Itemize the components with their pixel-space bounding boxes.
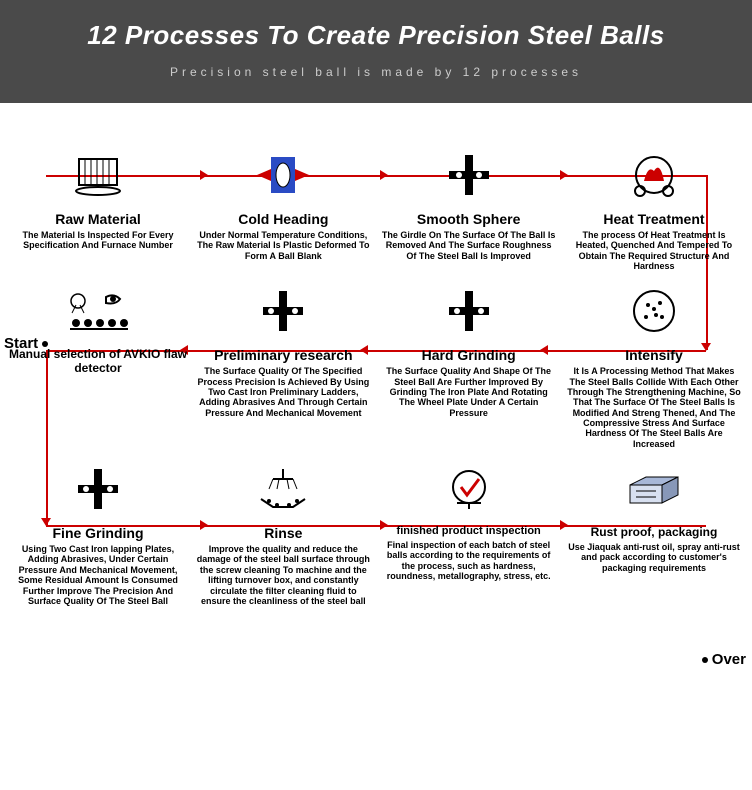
inspection-icon <box>379 457 559 521</box>
step-title: finished product inspection <box>379 525 559 537</box>
step-cold-heading: Cold Heading Under Normal Temperature Co… <box>193 143 373 271</box>
row-2: Manual selection of AVKIO flaw detector … <box>8 279 744 449</box>
step-desc: The Surface Quality Of The Specified Pro… <box>193 366 373 418</box>
flaw-detector-icon <box>8 279 188 343</box>
step-preliminary-research: Preliminary research The Surface Quality… <box>193 279 373 449</box>
row-1: Raw Material The Material Is Inspected F… <box>8 143 744 271</box>
step-packaging: Rust proof, packaging Use Jiaquak anti-r… <box>564 457 744 606</box>
grinding-icon <box>379 279 559 343</box>
page-title: 12 Processes To Create Precision Steel B… <box>0 20 752 51</box>
over-label: Over <box>702 651 746 668</box>
grinding-icon <box>193 279 373 343</box>
step-title: Hard Grinding <box>379 347 559 363</box>
step-desc: Use Jiaquak anti-rust oil, spray anti-ru… <box>564 542 744 573</box>
smooth-sphere-icon <box>379 143 559 207</box>
step-title: Manual selection of AVKIO flaw detector <box>8 347 188 375</box>
step-inspection: finished product inspection Final inspec… <box>379 457 559 606</box>
step-title: Fine Grinding <box>8 525 188 541</box>
heat-treatment-icon <box>564 143 744 207</box>
step-hard-grinding: Hard Grinding The Surface Quality And Sh… <box>379 279 559 449</box>
header: 12 Processes To Create Precision Steel B… <box>0 0 752 103</box>
step-desc: The Material Is Inspected For Every Spec… <box>8 230 188 251</box>
step-title: Preliminary research <box>193 347 373 363</box>
cold-heading-icon <box>193 143 373 207</box>
step-title: Cold Heading <box>193 211 373 227</box>
step-desc: The Surface Quality And Shape Of The Ste… <box>379 366 559 418</box>
raw-material-icon <box>8 143 188 207</box>
step-smooth-sphere: Smooth Sphere The Girdle On The Surface … <box>379 143 559 271</box>
step-desc: It Is A Processing Method That Makes The… <box>564 366 744 449</box>
step-title: Rinse <box>193 525 373 541</box>
step-title: Intensify <box>564 347 744 363</box>
step-flaw-detector: Manual selection of AVKIO flaw detector <box>8 279 188 449</box>
step-desc: The Girdle On The Surface Of The Ball Is… <box>379 230 559 261</box>
row-3: Fine Grinding Using Two Cast Iron lappin… <box>8 457 744 606</box>
step-desc: Under Normal Temperature Conditions, The… <box>193 230 373 261</box>
page-subtitle: Precision steel ball is made by 12 proce… <box>0 65 752 79</box>
process-diagram: Start Over Raw Material The Material Is … <box>0 103 752 624</box>
step-desc: Improve the quality and reduce the damag… <box>193 544 373 606</box>
packaging-icon <box>564 457 744 521</box>
intensify-icon <box>564 279 744 343</box>
grinding-icon <box>8 457 188 521</box>
step-title: Heat Treatment <box>564 211 744 227</box>
step-desc: Using Two Cast Iron lapping Plates, Addi… <box>8 544 188 606</box>
step-title: Smooth Sphere <box>379 211 559 227</box>
step-title: Rust proof, packaging <box>564 525 744 539</box>
step-rinse: Rinse Improve the quality and reduce the… <box>193 457 373 606</box>
step-desc: The process Of Heat Treatment Is Heated,… <box>564 230 744 271</box>
rinse-icon <box>193 457 373 521</box>
step-desc: Final inspection of each batch of steel … <box>379 540 559 581</box>
step-heat-treatment: Heat Treatment The process Of Heat Treat… <box>564 143 744 271</box>
step-intensify: Intensify It Is A Processing Method That… <box>564 279 744 449</box>
step-fine-grinding: Fine Grinding Using Two Cast Iron lappin… <box>8 457 188 606</box>
step-raw-material: Raw Material The Material Is Inspected F… <box>8 143 188 271</box>
step-title: Raw Material <box>8 211 188 227</box>
